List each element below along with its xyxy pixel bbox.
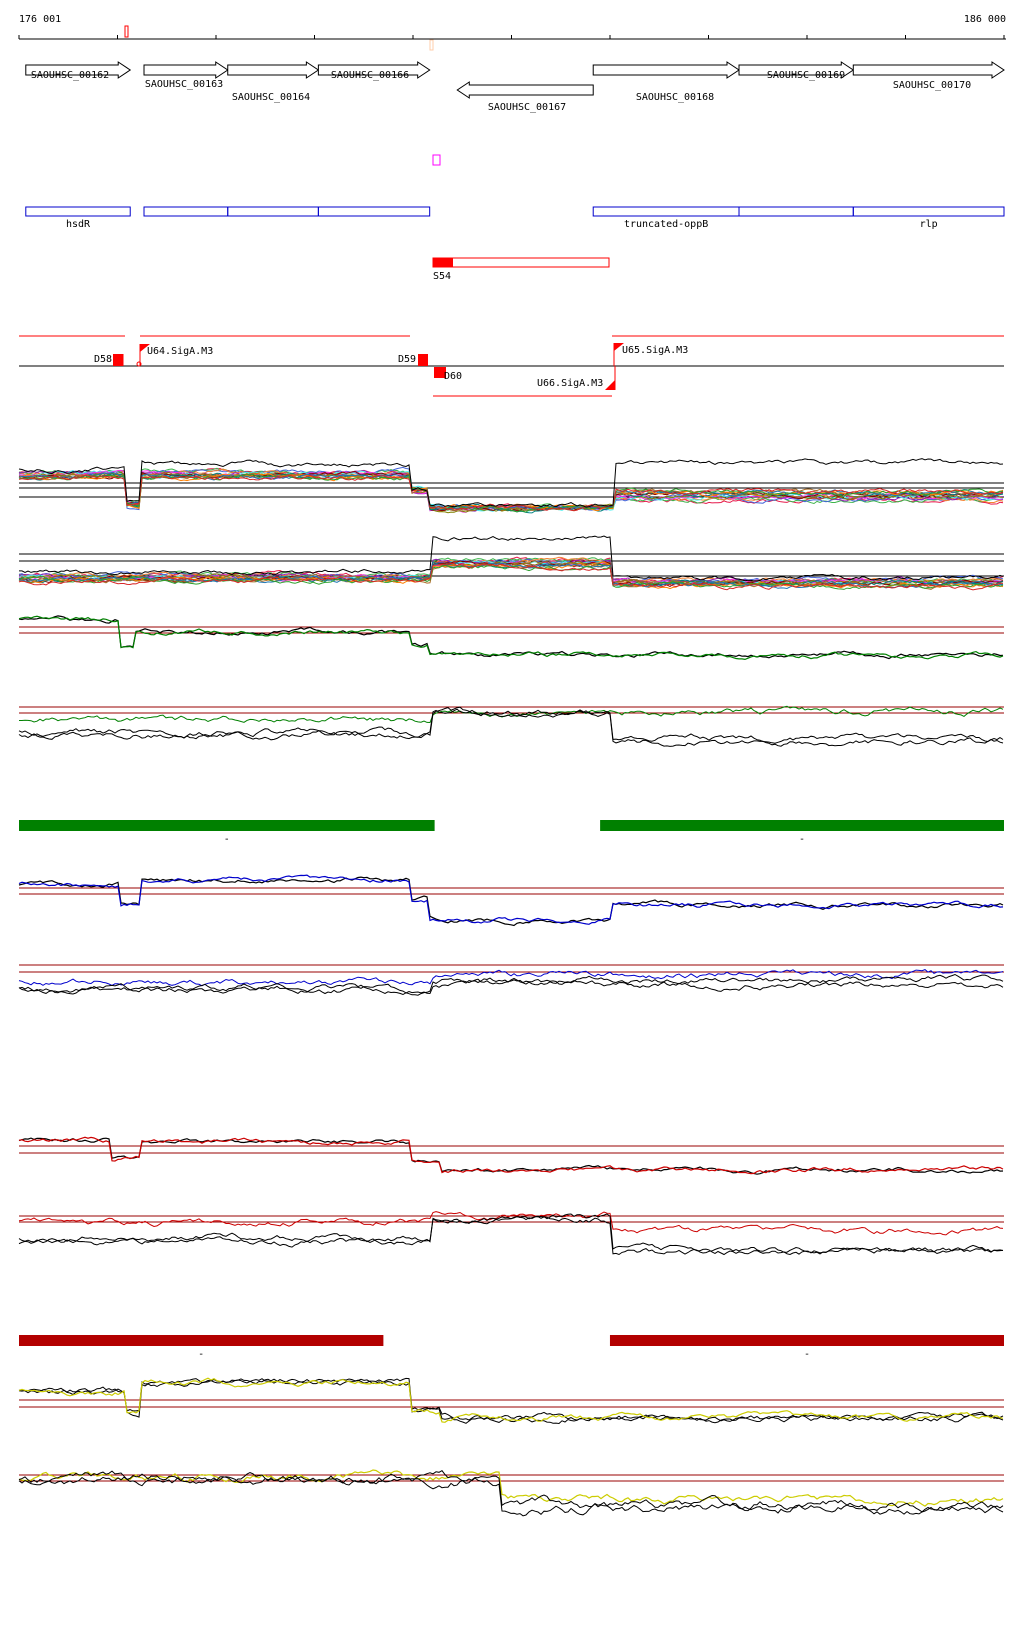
signal-trace: [18, 1470, 1004, 1513]
segment-label: -: [224, 834, 230, 845]
signal-trace: [18, 1377, 1004, 1425]
feature-s54-label: S54: [433, 271, 451, 282]
gene-arrow: [25, 61, 132, 79]
segment-darkred: [19, 1335, 384, 1346]
segment-green: [19, 820, 435, 831]
segment-label: -: [799, 834, 805, 845]
signal-trace: [18, 1377, 1004, 1423]
gene-label: SAOUHSC_00168: [636, 92, 714, 103]
signal-trace: [18, 458, 1004, 508]
promoter-d58: D58: [94, 354, 112, 365]
signal-trace: [19, 705, 1004, 724]
signal-trace: [18, 708, 1004, 747]
annotation-label: hsdR: [66, 219, 91, 230]
signal-trace: [18, 615, 1004, 661]
signal-trace: [18, 969, 1004, 987]
ruler-marker-peach: [429, 39, 434, 51]
gene-arrow: [143, 61, 229, 79]
promoter-u64: U64.SigA.M3: [147, 346, 213, 357]
feature-s54: S54: [432, 257, 610, 282]
segment-darkred: [609, 1335, 1004, 1346]
gene-label: SAOUHSC_00163: [145, 79, 223, 90]
annotation-box: [227, 206, 319, 217]
gene-track: SAOUHSC_00162 SAOUHSC_00163 SAOUHSC_00164 S…: [25, 61, 1005, 113]
gene-label: SAOUHSC_00162: [31, 70, 109, 81]
signal-trace: [18, 1137, 1004, 1175]
promoter-u66: U66.SigA.M3: [537, 378, 603, 389]
signal-trace: [18, 1469, 1004, 1507]
gene-arrow: [317, 61, 431, 79]
promoter-d60: D60: [444, 371, 462, 382]
segment-label: -: [804, 1349, 810, 1360]
signal-trace: [18, 1136, 1004, 1175]
gene-arrow: [852, 61, 1005, 79]
signal-trace: [18, 978, 1004, 995]
signal-trace: [18, 563, 1004, 591]
segment-bars: - - - -: [19, 820, 1004, 1360]
gene-label: SAOUHSC_00169: [767, 70, 845, 81]
gene-arrow: [456, 81, 594, 99]
signal-trace: [19, 471, 1004, 512]
promoter-d59: D59: [398, 354, 416, 365]
signal-trace: [18, 874, 1004, 925]
gene-label: SAOUHSC_00166: [331, 70, 409, 81]
gene-label: SAOUHSC_00170: [893, 80, 971, 91]
signal-tracks: [18, 458, 1004, 1517]
small-marker: [432, 154, 441, 166]
annotation-label: truncated-oppB: [624, 219, 708, 230]
signal-trace: [18, 562, 1004, 590]
annotation-label: rlp: [920, 219, 938, 230]
annotation-box: [25, 206, 131, 217]
ruler-ticks: [18, 35, 1005, 39]
gene-arrow: [227, 61, 320, 79]
promoter-track: D58 U64.SigA.M3 D59 D60 U66.SigA.M3 U65.…: [19, 335, 1004, 397]
coordinate-ruler: 176 001 186 000: [18, 14, 1006, 51]
annotation-box: [592, 206, 740, 217]
signal-trace: [18, 973, 1004, 996]
ruler-end-label: 186 000: [964, 14, 1006, 25]
promoter-u65: U65.SigA.M3: [622, 345, 688, 356]
gene-label: SAOUHSC_00164: [232, 92, 310, 103]
signal-trace: [18, 876, 1004, 927]
signal-trace: [18, 615, 1004, 660]
ruler-start-label: 176 001: [19, 14, 61, 25]
annotation-box: [852, 206, 1005, 217]
annotation-track: hsdR truncated-oppB rlp: [25, 206, 1005, 230]
signal-trace: [18, 1211, 1004, 1236]
segment-label: -: [198, 1349, 204, 1360]
gene-arrow: [592, 61, 740, 79]
gene-label: SAOUHSC_00167: [488, 102, 566, 113]
signal-trace: [18, 560, 1004, 587]
segment-green: [600, 820, 1004, 831]
annotation-box: [143, 206, 229, 217]
gene-arrow: [738, 61, 855, 79]
signal-trace: [19, 535, 1004, 582]
ruler-marker-red: [124, 25, 129, 38]
signal-trace: [18, 474, 1004, 512]
signal-trace: [18, 1216, 1004, 1256]
annotation-box: [317, 206, 431, 217]
annotation-box: [738, 206, 854, 217]
signal-trace: [18, 1476, 1004, 1517]
